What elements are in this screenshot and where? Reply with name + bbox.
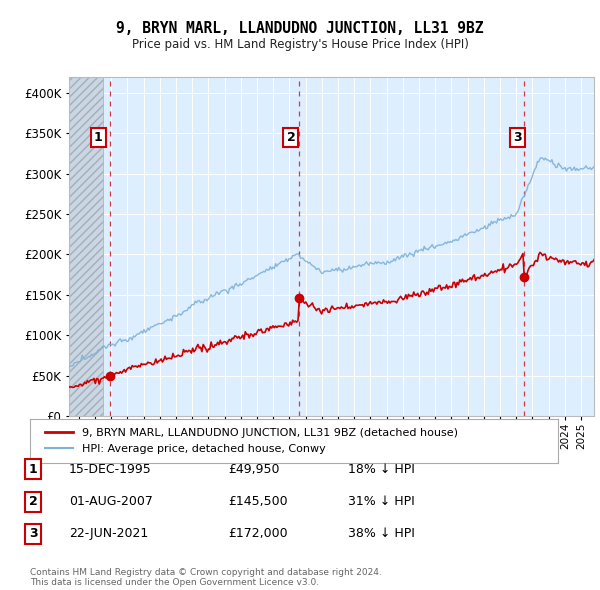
Text: £145,500: £145,500 — [228, 495, 287, 508]
Text: 3: 3 — [514, 131, 522, 144]
Text: Price paid vs. HM Land Registry's House Price Index (HPI): Price paid vs. HM Land Registry's House … — [131, 38, 469, 51]
Legend: 9, BRYN MARL, LLANDUDNO JUNCTION, LL31 9BZ (detached house), HPI: Average price,: 9, BRYN MARL, LLANDUDNO JUNCTION, LL31 9… — [41, 423, 463, 459]
Bar — [69, 77, 103, 416]
Text: 15-DEC-1995: 15-DEC-1995 — [69, 463, 152, 476]
Text: £172,000: £172,000 — [228, 527, 287, 540]
Text: £49,950: £49,950 — [228, 463, 280, 476]
Text: 22-JUN-2021: 22-JUN-2021 — [69, 527, 148, 540]
Text: 18% ↓ HPI: 18% ↓ HPI — [348, 463, 415, 476]
Text: 1: 1 — [94, 131, 103, 144]
Text: 2: 2 — [29, 495, 37, 508]
Text: 1: 1 — [29, 463, 37, 476]
Text: 01-AUG-2007: 01-AUG-2007 — [69, 495, 153, 508]
Text: 3: 3 — [29, 527, 37, 540]
Text: 38% ↓ HPI: 38% ↓ HPI — [348, 527, 415, 540]
Text: 2: 2 — [287, 131, 295, 144]
Text: Contains HM Land Registry data © Crown copyright and database right 2024.
This d: Contains HM Land Registry data © Crown c… — [30, 568, 382, 587]
Text: 9, BRYN MARL, LLANDUDNO JUNCTION, LL31 9BZ: 9, BRYN MARL, LLANDUDNO JUNCTION, LL31 9… — [116, 21, 484, 35]
Text: 31% ↓ HPI: 31% ↓ HPI — [348, 495, 415, 508]
